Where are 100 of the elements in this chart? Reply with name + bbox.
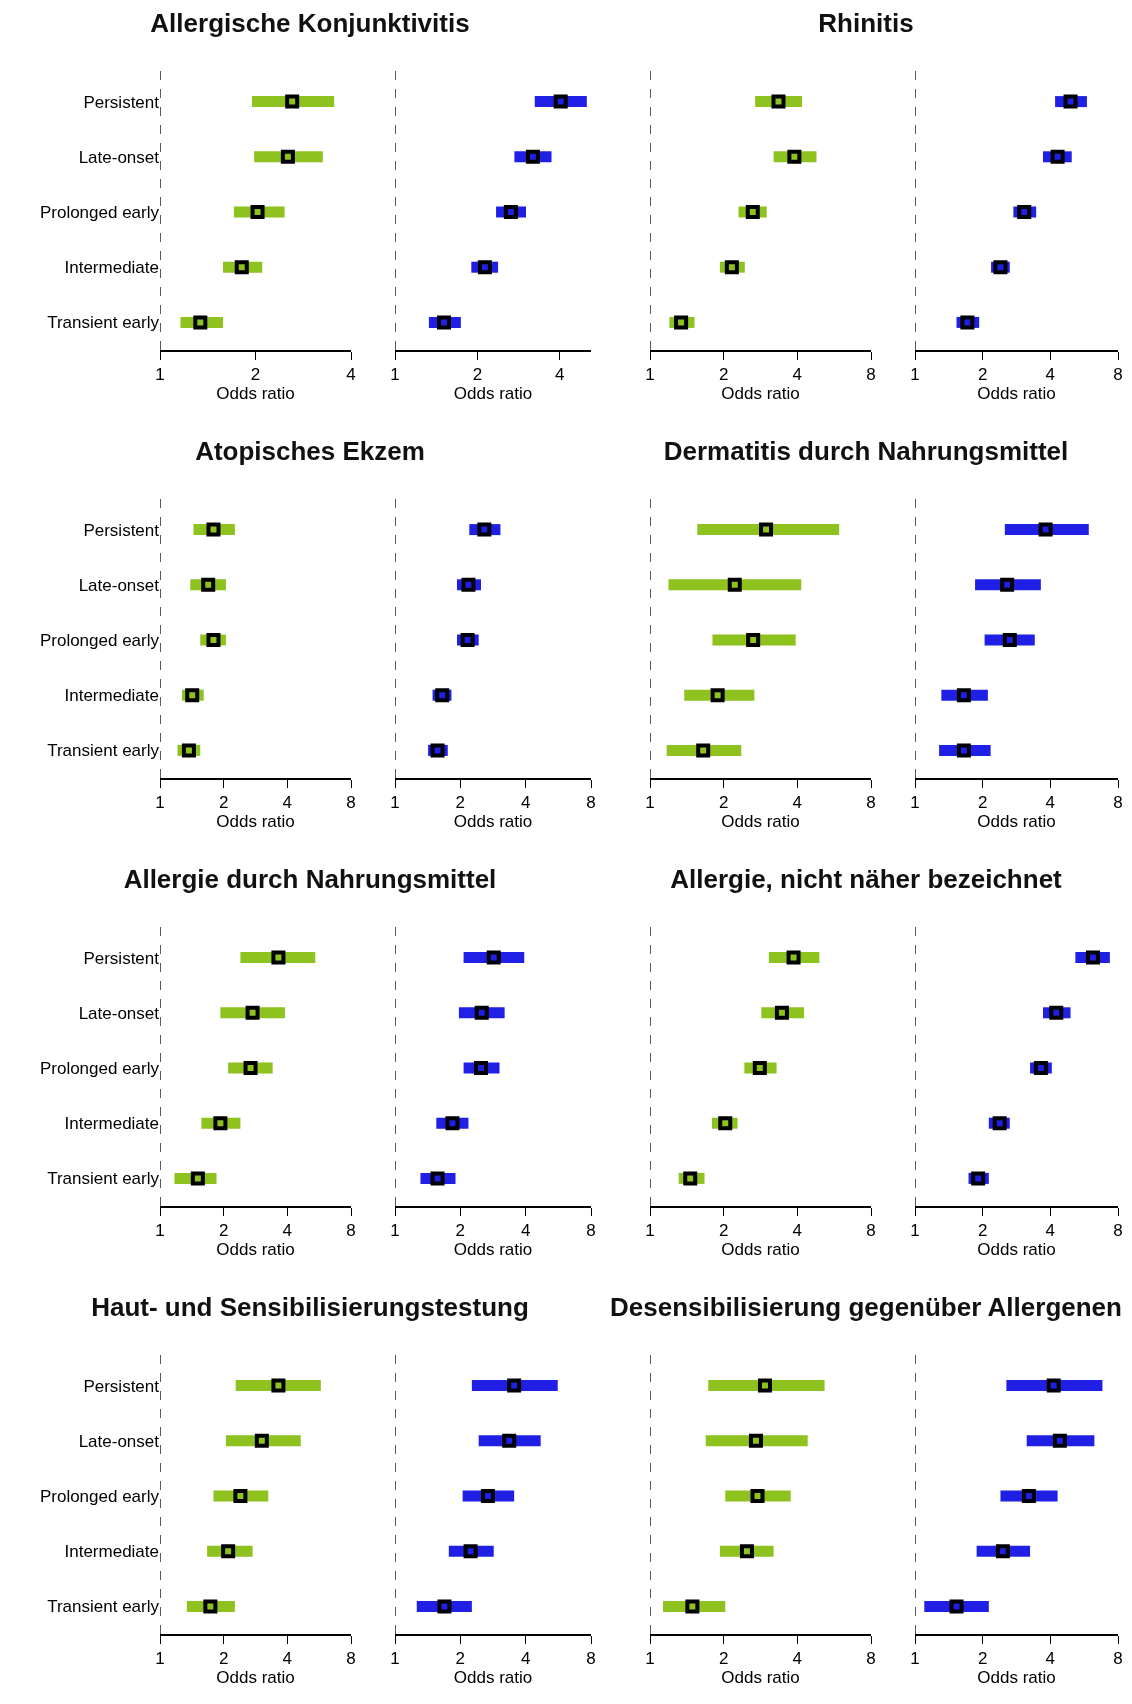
y-tick-label: Prolonged early (39, 630, 160, 650)
x-axis-title: Odds ratio (721, 384, 800, 404)
x-tick-label: 2 (455, 1648, 466, 1668)
x-tick-label: 4 (792, 364, 803, 384)
y-tick-label: Transient early (47, 313, 160, 333)
y-tick-label: Intermediate (64, 1542, 159, 1562)
x-tick-label: 8 (586, 1648, 596, 1668)
y-tick-label: Late-onset (78, 1003, 160, 1023)
x-axis-title: Odds ratio (453, 812, 533, 832)
point (201, 577, 216, 592)
chart-title: Haut- und Sensibilisierungstestung (91, 1292, 529, 1322)
x-tick-label: 4 (282, 792, 293, 812)
x-tick-label: 8 (1113, 1648, 1123, 1668)
y-tick-label: Persistent (83, 520, 160, 540)
x-tick-label: 2 (218, 1648, 229, 1668)
x-tick-label: 2 (977, 792, 988, 812)
point (280, 149, 295, 164)
chart-title: Rhinitis (817, 8, 915, 40)
x-tick-label: 4 (1045, 364, 1056, 384)
chart-title: Allergie, nicht näher bezeichnet (669, 864, 1063, 896)
x-tick-label: 4 (792, 1220, 803, 1240)
point (285, 94, 300, 109)
chart-title: Dermatitis durch Nahrungsmittel (662, 436, 1070, 468)
x-tick-label: 4 (792, 792, 803, 812)
x-tick-label: 2 (472, 364, 483, 384)
point (206, 633, 221, 647)
x-tick-label: 1 (155, 1648, 165, 1668)
x-tick-label: 8 (1113, 792, 1123, 812)
y-tick-label: Late-onset (78, 1431, 160, 1451)
chart-title: Desensibilisierung gegenüber Allergenen (609, 1292, 1123, 1324)
chart-title: Allergische Konjunktivitis (149, 8, 471, 40)
x-tick-label: 1 (390, 1648, 400, 1668)
x-tick-label: 2 (455, 1220, 466, 1240)
x-tick-label: 4 (282, 1648, 293, 1668)
y-tick-label: Persistent (83, 92, 160, 112)
x-axis-title: Odds ratio (216, 812, 295, 832)
x-axis-title: Odds ratio (721, 1240, 800, 1260)
x-tick-label: 1 (155, 792, 165, 812)
x-tick-label: 1 (390, 364, 400, 384)
x-tick-label: 8 (1113, 364, 1123, 384)
x-tick-label: 8 (866, 792, 876, 812)
y-tick-label: Intermediate (64, 1114, 159, 1134)
x-tick-label: 4 (792, 1648, 803, 1668)
x-tick-label: 1 (910, 1648, 920, 1668)
x-tick-label: 1 (645, 792, 655, 812)
x-axis-title: Odds ratio (721, 1668, 800, 1688)
y-tick-label: Transient early (47, 1169, 160, 1189)
x-tick-label: 2 (218, 792, 229, 812)
y-tick-label: Intermediate (64, 258, 159, 278)
x-tick-label: 1 (645, 364, 655, 384)
x-axis-title: Odds ratio (721, 812, 800, 832)
point (206, 522, 221, 537)
y-tick-label: Prolonged early (39, 1486, 160, 1506)
x-tick-label: 8 (586, 1220, 596, 1240)
x-tick-label: 2 (718, 792, 729, 812)
x-tick-label: 4 (520, 1220, 531, 1240)
y-tick-label: Transient early (47, 741, 160, 761)
y-tick-label: Transient early (47, 1597, 160, 1617)
x-tick-label: 1 (645, 1220, 655, 1240)
x-tick-label: 2 (718, 364, 729, 384)
x-axis-title: Odds ratio (216, 1668, 295, 1688)
chart-title: Allergie durch Nahrungsmittel (122, 864, 498, 896)
x-tick-label: 8 (346, 1648, 356, 1668)
y-tick-label: Intermediate (64, 686, 159, 706)
x-axis-title: Odds ratio (216, 384, 295, 404)
point (250, 205, 265, 219)
x-tick-label: 8 (586, 792, 596, 812)
chart-title: Atopisches Ekzem (194, 436, 426, 468)
point (181, 743, 196, 758)
x-axis-title: Odds ratio (977, 384, 1056, 404)
x-tick-label: 1 (390, 792, 400, 812)
x-tick-label: 1 (910, 1220, 920, 1240)
x-axis-title: Odds ratio (453, 384, 533, 404)
y-tick-label: Late-onset (78, 147, 160, 167)
x-tick-label: 2 (455, 792, 466, 812)
point (461, 577, 476, 592)
x-tick-label: 8 (346, 1220, 356, 1240)
point (463, 1544, 478, 1559)
point (480, 1489, 495, 1503)
x-tick-label: 4 (520, 1648, 531, 1668)
x-tick-label: 8 (866, 1648, 876, 1668)
x-tick-label: 4 (520, 792, 531, 812)
x-tick-label: 4 (282, 1220, 293, 1240)
point (502, 1433, 517, 1448)
y-tick-label: Prolonged early (39, 1058, 160, 1078)
x-tick-label: 2 (718, 1648, 729, 1668)
x-tick-label: 2 (977, 1648, 988, 1668)
x-tick-label: 1 (390, 1220, 400, 1240)
y-tick-label: Late-onset (78, 575, 160, 595)
x-axis-title: Odds ratio (453, 1668, 533, 1688)
point (185, 688, 200, 703)
x-tick-label: 1 (910, 792, 920, 812)
x-tick-label: 2 (218, 1220, 229, 1240)
x-tick-label: 4 (346, 364, 356, 384)
y-tick-label: Prolonged early (39, 202, 160, 222)
x-axis-title: Odds ratio (977, 812, 1056, 832)
x-axis-title: Odds ratio (453, 1240, 533, 1260)
x-tick-label: 1 (155, 1220, 165, 1240)
y-tick-label: Persistent (83, 1376, 160, 1396)
point (507, 1378, 522, 1393)
